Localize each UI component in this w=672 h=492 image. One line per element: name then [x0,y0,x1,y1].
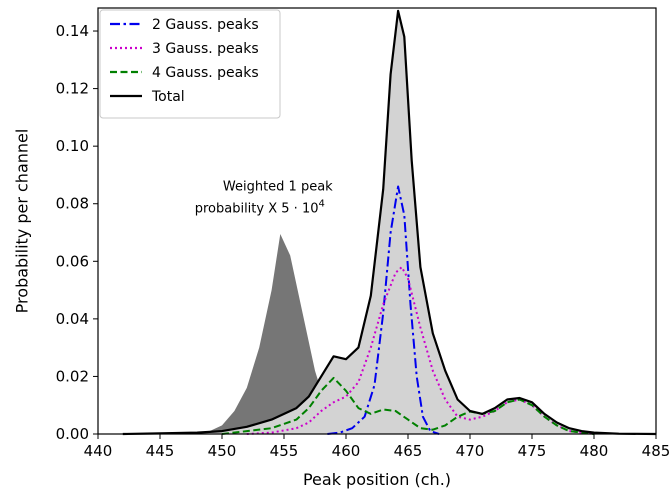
series-line-1 [327,185,440,435]
x-tick-label: 465 [394,442,423,460]
y-tick-label: 0.06 [56,252,89,270]
legend-label-4: Total [151,89,185,105]
legend-label-1: 2 Gauss. peaks [152,17,259,33]
y-tick-label: 0.10 [56,137,89,155]
series-line-3 [221,376,595,435]
x-axis-ticks: 440 445 450 455 460 465 470 475 480 485 [84,434,671,460]
annotation-prefix: probability X 5 [195,201,290,216]
y-tick-label: 0.08 [56,195,89,213]
x-tick-label: 450 [208,442,237,460]
x-tick-label: 460 [332,442,361,460]
y-axis-ticks: 0.00 0.02 0.04 0.06 0.08 0.10 0.12 0.14 [56,22,98,443]
x-axis-label: Peak position (ch.) [303,470,451,489]
series-lines [122,9,657,436]
x-tick-label: 475 [518,442,547,460]
y-tick-label: 0.04 [56,310,89,328]
x-tick-label: 480 [580,442,609,460]
annotation-base: 10 [302,201,319,216]
shaded-areas [122,10,657,435]
x-tick-label: 440 [84,442,113,460]
x-tick-label: 445 [146,442,175,460]
x-tick-label: 485 [642,442,671,460]
annotation-exponent: 4 [318,198,324,209]
x-tick-label: 455 [270,442,299,460]
annotation-line-1: Weighted 1 peak [223,179,333,194]
legend-box [99,9,281,119]
plot-frame [97,7,657,435]
annotation-dot: · [290,201,302,216]
legend: 2 Gauss. peaks 3 Gauss. peaks 4 Gauss. pea… [99,9,281,119]
series-line-2 [246,266,595,435]
shaded-area-2 [122,10,657,435]
y-tick-label: 0.02 [56,367,89,385]
x-tick-label: 470 [456,442,485,460]
series-line-4 [122,9,657,436]
y-tick-label: 0.12 [56,80,89,98]
annotation-line-2: probability X 5 · 104 [195,198,325,216]
y-axis-label: Probability per channel [13,129,32,314]
shaded-area-1 [184,234,353,434]
y-tick-label: 0.00 [56,425,89,443]
legend-label-3: 4 Gauss. peaks [152,65,259,81]
weighted-peak-annotation: Weighted 1 peak probability X 5 · 104 [195,179,333,216]
y-tick-label: 0.14 [56,22,89,40]
legend-label-2: 3 Gauss. peaks [152,41,259,57]
